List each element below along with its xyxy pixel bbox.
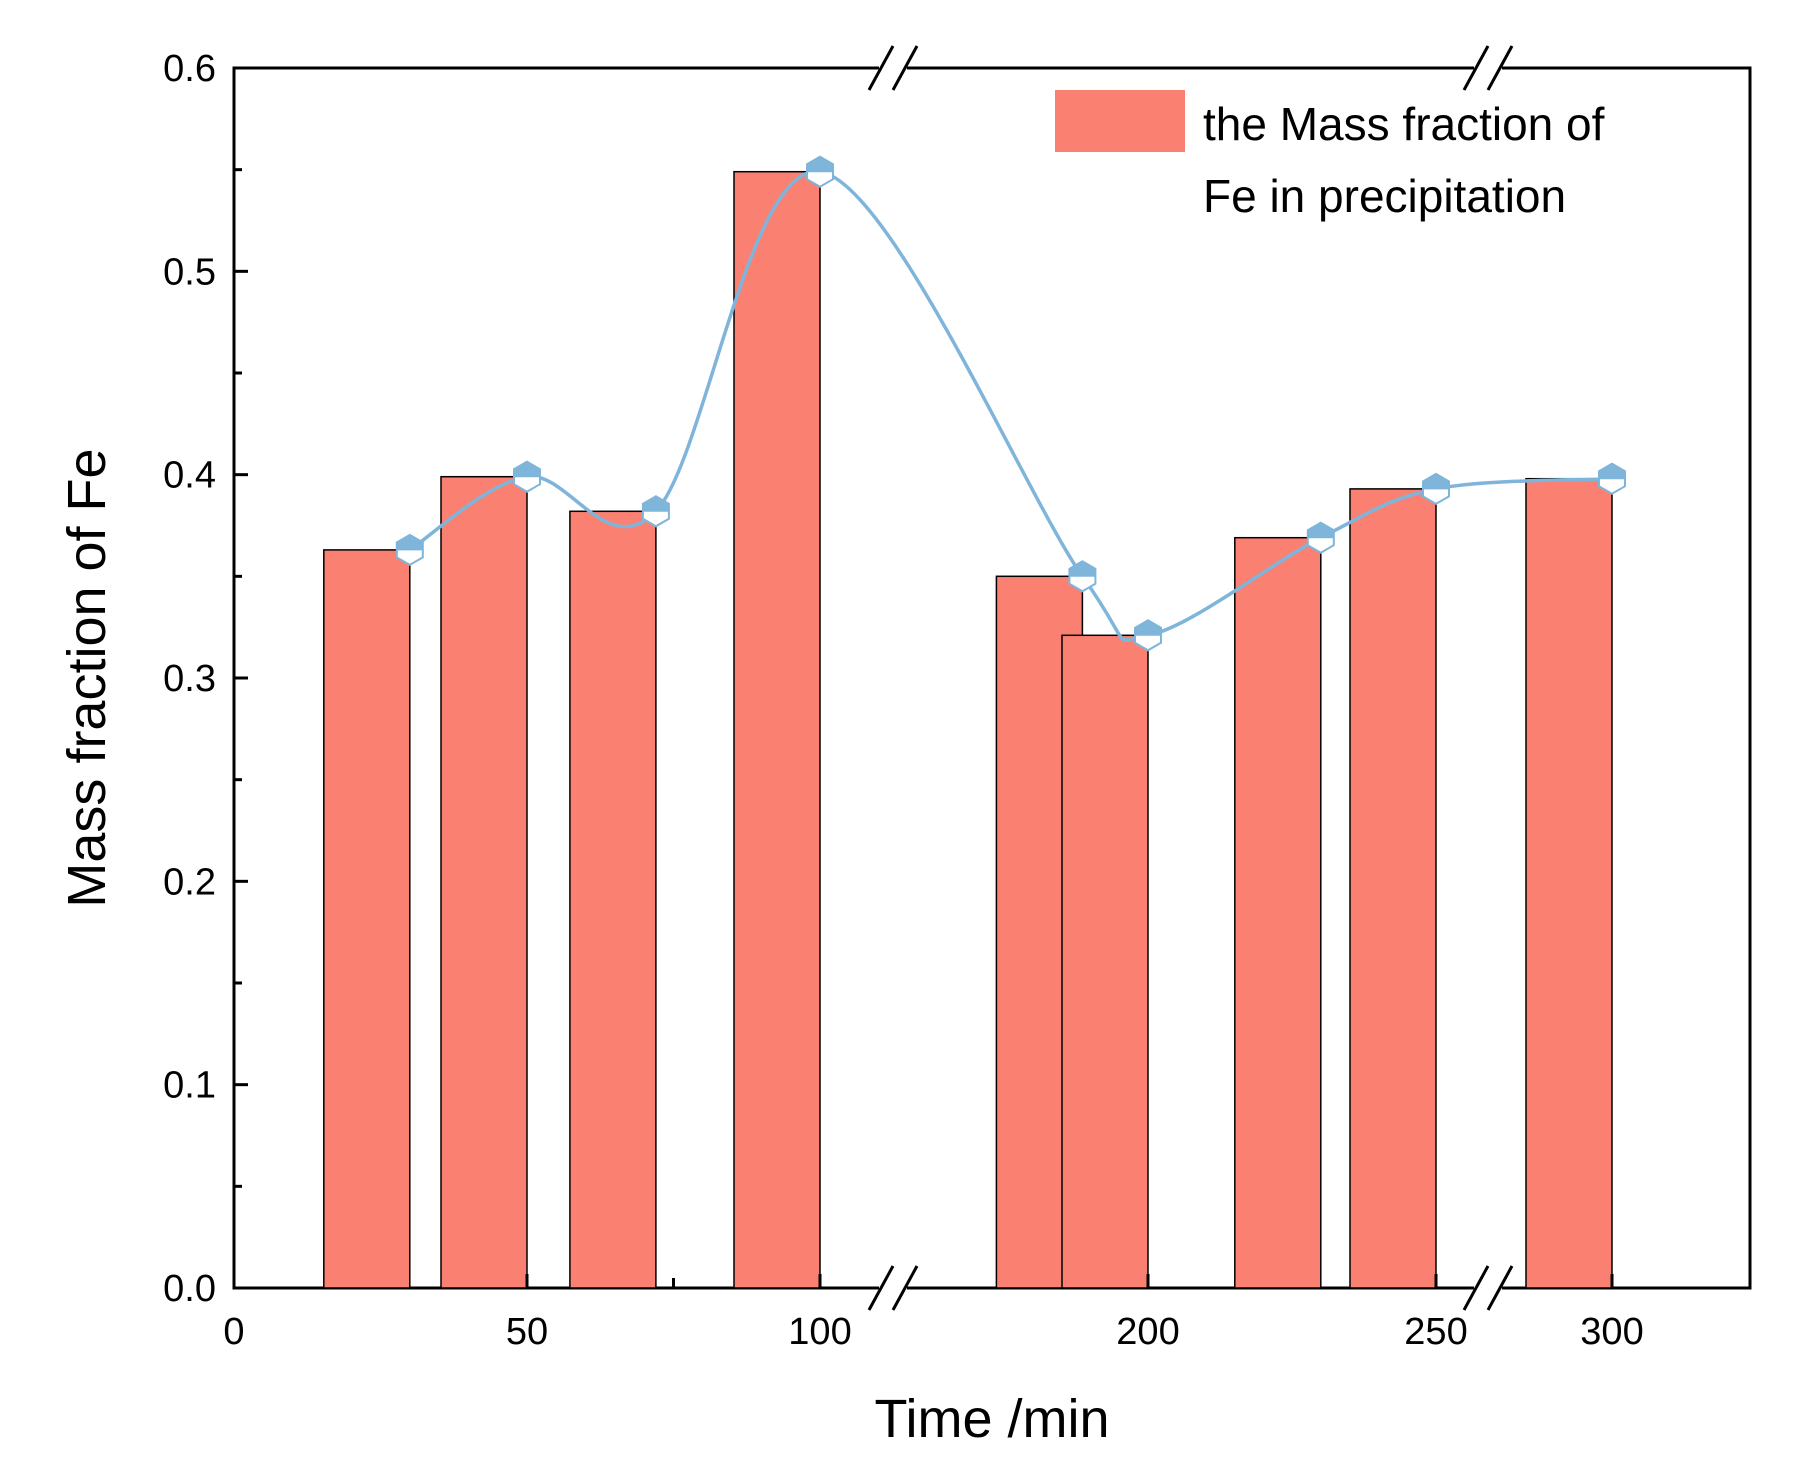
axis-break-1-bottom <box>1462 1265 1514 1311</box>
point-marker-1 <box>513 460 541 493</box>
bar-2 <box>569 510 657 1289</box>
bars-layer <box>323 170 1613 1289</box>
point-marker-6 <box>1306 521 1335 554</box>
bar-8 <box>1525 477 1613 1289</box>
axis-breaks <box>867 45 1514 1311</box>
x-tick-label: 300 <box>1580 1311 1643 1353</box>
axis-break-0-bottom <box>867 1265 919 1311</box>
axis-break-1-top <box>1462 45 1514 91</box>
y-tick-label: 0.2 <box>163 861 216 903</box>
legend: the Mass fraction of Fe in precipitation <box>1055 90 1605 222</box>
y-tick-label: 0.6 <box>163 48 216 90</box>
point-marker-7 <box>1422 472 1450 506</box>
x-tick-label: 200 <box>1116 1311 1179 1353</box>
x-tick-label: 250 <box>1404 1311 1467 1353</box>
x-tick-label: 0 <box>223 1311 244 1353</box>
bar-1 <box>440 475 528 1289</box>
legend-label-line2: Fe in precipitation <box>1203 170 1566 222</box>
point-marker-4 <box>1068 560 1097 593</box>
legend-swatch <box>1055 90 1185 152</box>
point-marker-8 <box>1598 462 1626 495</box>
point-marker-2 <box>641 495 670 528</box>
point-marker-5 <box>1134 619 1162 652</box>
x-axis: 0 50 100 200 250 300 <box>223 1274 1644 1353</box>
y-tick-label: 0.5 <box>163 251 216 293</box>
point-marker-0 <box>395 533 424 567</box>
x-axis-title: Time /min <box>874 1389 1109 1449</box>
y-tick-label: 0.1 <box>163 1065 216 1107</box>
markers-layer <box>395 155 1626 652</box>
line-layer <box>408 169 1613 642</box>
y-tick-label: 0.3 <box>163 658 216 700</box>
point-marker-3 <box>806 155 834 188</box>
y-axis-title: Mass fraction of Fe <box>57 448 117 907</box>
x-tick-label: 50 <box>506 1311 548 1353</box>
y-tick-label: 0.4 <box>163 455 216 497</box>
bar-3 <box>733 170 821 1289</box>
bar-0 <box>323 549 411 1289</box>
bar-5 <box>1061 634 1149 1289</box>
axis-break-0-top <box>867 45 919 91</box>
trend-line <box>408 169 1613 642</box>
bar-7 <box>1349 488 1437 1289</box>
y-tick-label: 0.0 <box>163 1268 216 1310</box>
x-tick-label: 100 <box>788 1311 851 1353</box>
bar-6 <box>1234 536 1322 1289</box>
y-axis: 0.0 0.1 0.2 0.3 0.4 0.5 0.6 <box>163 48 248 1310</box>
legend-label-line1: the Mass fraction of <box>1203 98 1605 150</box>
